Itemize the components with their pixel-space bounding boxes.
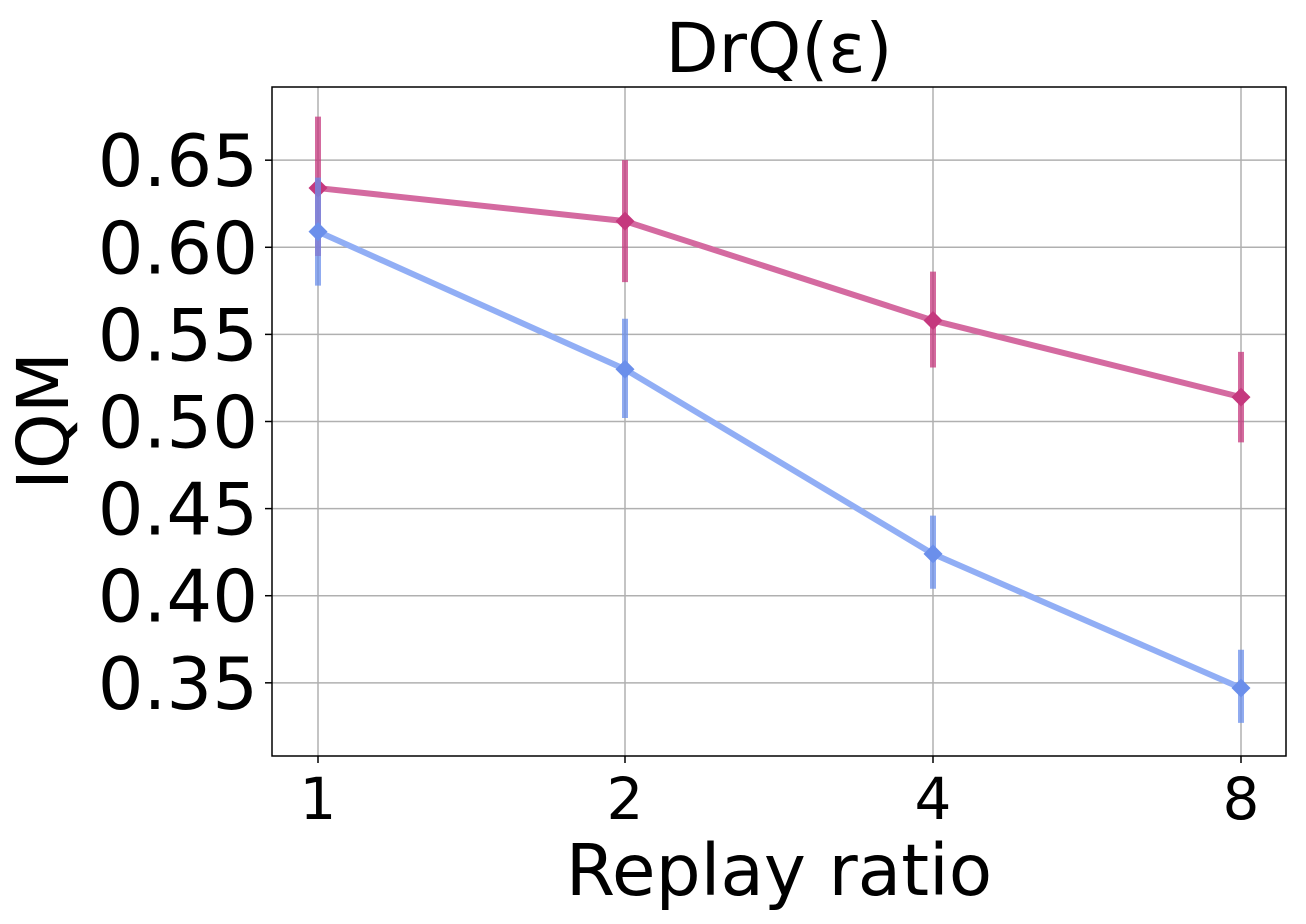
data-point-marker bbox=[616, 212, 635, 231]
x-tick-label: 8 bbox=[1223, 765, 1260, 833]
series-layer bbox=[309, 117, 1251, 723]
series-line bbox=[318, 232, 1241, 688]
x-tick-label: 2 bbox=[607, 765, 644, 833]
chart-title: DrQ(ε) bbox=[666, 9, 893, 89]
y-tick-label: 0.60 bbox=[98, 206, 258, 290]
x-tick-label: 1 bbox=[300, 765, 337, 833]
y-tick-label: 0.50 bbox=[98, 381, 258, 465]
data-point-marker bbox=[309, 222, 328, 241]
data-point-marker bbox=[1232, 388, 1251, 407]
y-tick-labels: 0.350.400.450.500.550.600.65 bbox=[98, 119, 272, 726]
y-axis-label: IQM bbox=[2, 352, 85, 490]
y-tick-label: 0.65 bbox=[98, 119, 258, 203]
y-tick-label: 0.35 bbox=[98, 642, 258, 726]
y-tick-label: 0.45 bbox=[98, 468, 258, 552]
x-tick-label: 4 bbox=[915, 765, 952, 833]
grid-lines bbox=[272, 87, 1286, 756]
y-tick-label: 0.55 bbox=[98, 293, 258, 377]
series-1 bbox=[309, 117, 1251, 443]
data-point-marker bbox=[1232, 679, 1251, 698]
x-tick-labels: 1 2 4 8 bbox=[300, 756, 1260, 833]
series-2 bbox=[309, 178, 1251, 723]
x-axis-label: Replay ratio bbox=[566, 829, 992, 912]
y-tick-label: 0.40 bbox=[98, 555, 258, 639]
data-point-marker bbox=[924, 311, 943, 330]
